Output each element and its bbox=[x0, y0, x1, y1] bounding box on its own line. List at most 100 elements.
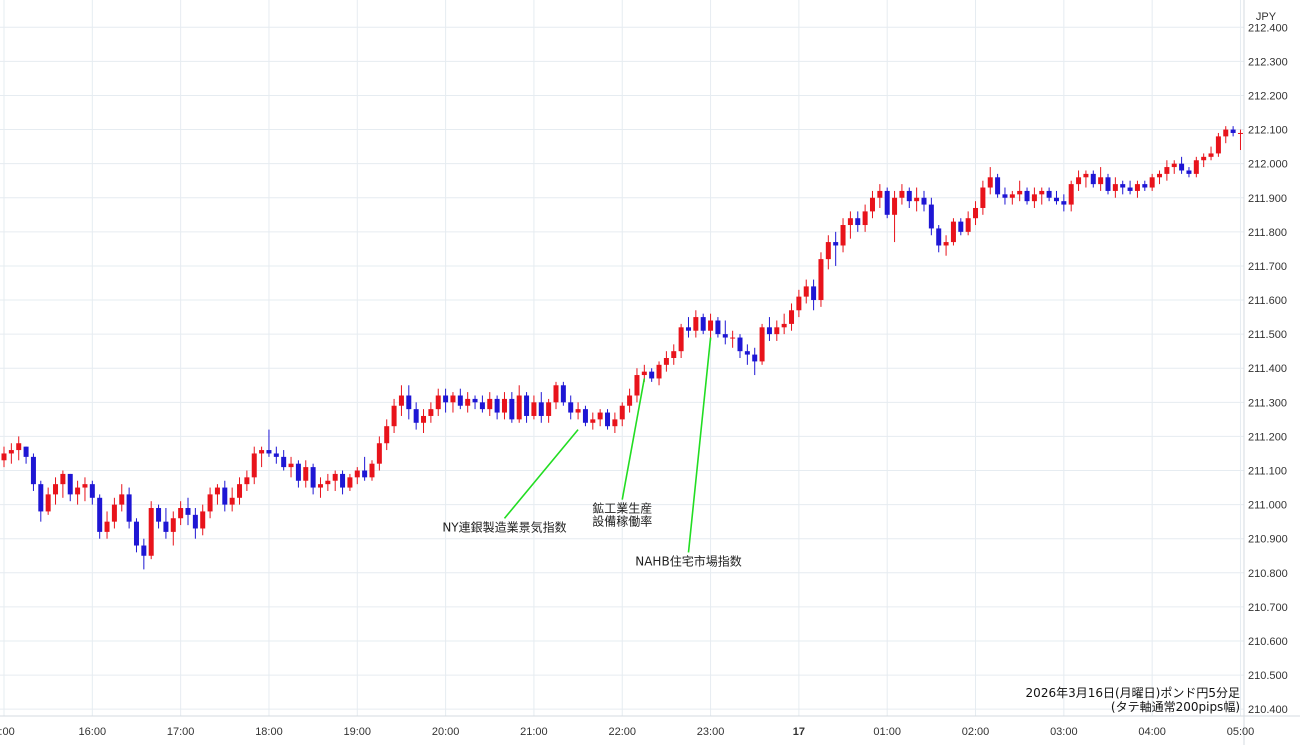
candle-body bbox=[1039, 190, 1045, 195]
candle-body bbox=[391, 405, 397, 427]
candle-body bbox=[641, 371, 647, 376]
chart-caption-scale: (タテ軸通常200pips幅) bbox=[1111, 699, 1240, 714]
candle-body bbox=[538, 402, 544, 416]
candle-body bbox=[546, 402, 552, 416]
time-tick-label: 19:00 bbox=[344, 726, 372, 738]
time-tick-label: 20:00 bbox=[432, 726, 460, 738]
annotation-leader-line bbox=[503, 429, 579, 519]
price-axis: 212.400 212.300 212.200 212.100 212.000 211.9… bbox=[1243, 0, 1288, 745]
candle-body bbox=[325, 480, 331, 485]
candle-body bbox=[597, 412, 603, 420]
candle-body bbox=[553, 385, 559, 403]
candle-body bbox=[443, 395, 449, 403]
candle-body bbox=[649, 371, 655, 379]
candle-body bbox=[560, 385, 566, 403]
candle-body bbox=[450, 395, 456, 403]
candle-body bbox=[310, 467, 316, 488]
candle-body bbox=[295, 463, 301, 481]
candle-body bbox=[1068, 184, 1074, 205]
chart-caption-date: 2026年3月16日(月曜日)ポンド円5分足 bbox=[1026, 686, 1240, 700]
time-tick-label: 02:00 bbox=[962, 726, 990, 738]
candle-body bbox=[737, 337, 743, 352]
candle-body bbox=[362, 470, 368, 478]
candle-body bbox=[303, 467, 309, 481]
candle-body bbox=[1053, 197, 1059, 202]
candle-body bbox=[678, 327, 684, 352]
price-tick-label: 211.000 bbox=[1248, 500, 1287, 512]
candle-body bbox=[671, 351, 677, 358]
candle-body bbox=[663, 358, 669, 365]
candle-body bbox=[16, 443, 22, 451]
candle-body bbox=[479, 402, 485, 410]
candle-body bbox=[281, 456, 287, 468]
candle-body bbox=[1186, 170, 1192, 174]
candle-body bbox=[862, 211, 868, 226]
candle-body bbox=[1098, 177, 1104, 185]
candle-body bbox=[67, 473, 73, 495]
candle-body bbox=[1164, 167, 1170, 174]
candle-body bbox=[332, 473, 338, 481]
candle-body bbox=[111, 504, 117, 522]
candle-body bbox=[568, 402, 574, 413]
candle-body bbox=[1127, 187, 1133, 191]
candle-body bbox=[774, 327, 780, 335]
candle-body bbox=[847, 218, 853, 226]
candle-body bbox=[605, 412, 611, 427]
annotation-label: NAHB住宅市場指数 bbox=[635, 553, 741, 568]
candle-body bbox=[1024, 190, 1030, 202]
candle-body bbox=[97, 497, 103, 532]
candle-body bbox=[715, 320, 721, 335]
candle-body bbox=[1149, 177, 1155, 188]
candle-body bbox=[531, 402, 537, 416]
candle-body bbox=[406, 395, 412, 410]
candle-body bbox=[38, 484, 44, 512]
candle-body bbox=[582, 409, 588, 423]
candle-body bbox=[1009, 194, 1015, 198]
candle-body bbox=[1090, 173, 1096, 185]
candle-body bbox=[921, 197, 927, 205]
candle-body bbox=[1046, 190, 1052, 198]
candle-body bbox=[752, 354, 758, 362]
candle-body bbox=[1134, 184, 1140, 191]
candle-body bbox=[995, 177, 1001, 195]
candle-body bbox=[730, 337, 736, 339]
time-tick-label: 03:00 bbox=[1050, 726, 1078, 738]
candle-body bbox=[457, 395, 463, 406]
candle-body bbox=[619, 405, 625, 420]
candle-body bbox=[1142, 184, 1148, 188]
time-tick-label: 5:00 bbox=[0, 726, 15, 738]
price-tick-label: 210.800 bbox=[1248, 568, 1288, 580]
candle-body bbox=[818, 259, 824, 301]
candle-body bbox=[163, 521, 169, 532]
time-tick-label: 01:00 bbox=[873, 726, 901, 738]
candle-body bbox=[398, 395, 404, 406]
candle-body bbox=[317, 484, 323, 488]
candle-body bbox=[148, 508, 154, 556]
price-tick-label: 211.900 bbox=[1248, 193, 1287, 205]
candle-body bbox=[516, 395, 522, 420]
candle-body bbox=[501, 398, 507, 413]
candle-body bbox=[914, 197, 920, 202]
price-tick-label: 212.400 bbox=[1248, 22, 1288, 34]
price-tick-label: 211.400 bbox=[1248, 363, 1287, 375]
candle-body bbox=[207, 494, 213, 512]
price-tick-label: 210.500 bbox=[1248, 670, 1288, 682]
candle-body bbox=[133, 521, 139, 546]
candle-body bbox=[700, 317, 706, 331]
candle-body bbox=[1083, 173, 1089, 178]
candle-body bbox=[590, 419, 596, 423]
price-tick-label: 211.800 bbox=[1248, 227, 1287, 239]
candle-body bbox=[170, 518, 176, 532]
currency-label[interactable]: JPY bbox=[1256, 11, 1277, 23]
candle-body bbox=[23, 446, 29, 457]
candle-body bbox=[789, 310, 795, 324]
candle-series bbox=[1, 126, 1243, 570]
price-tick-label: 210.900 bbox=[1248, 534, 1288, 546]
price-tick-label: 210.400 bbox=[1248, 704, 1288, 716]
candle-body bbox=[369, 463, 375, 478]
candle-body bbox=[156, 508, 162, 522]
candle-body bbox=[222, 487, 228, 505]
candle-body bbox=[82, 484, 88, 488]
candle-body bbox=[30, 456, 36, 485]
price-tick-label: 211.300 bbox=[1248, 397, 1287, 409]
